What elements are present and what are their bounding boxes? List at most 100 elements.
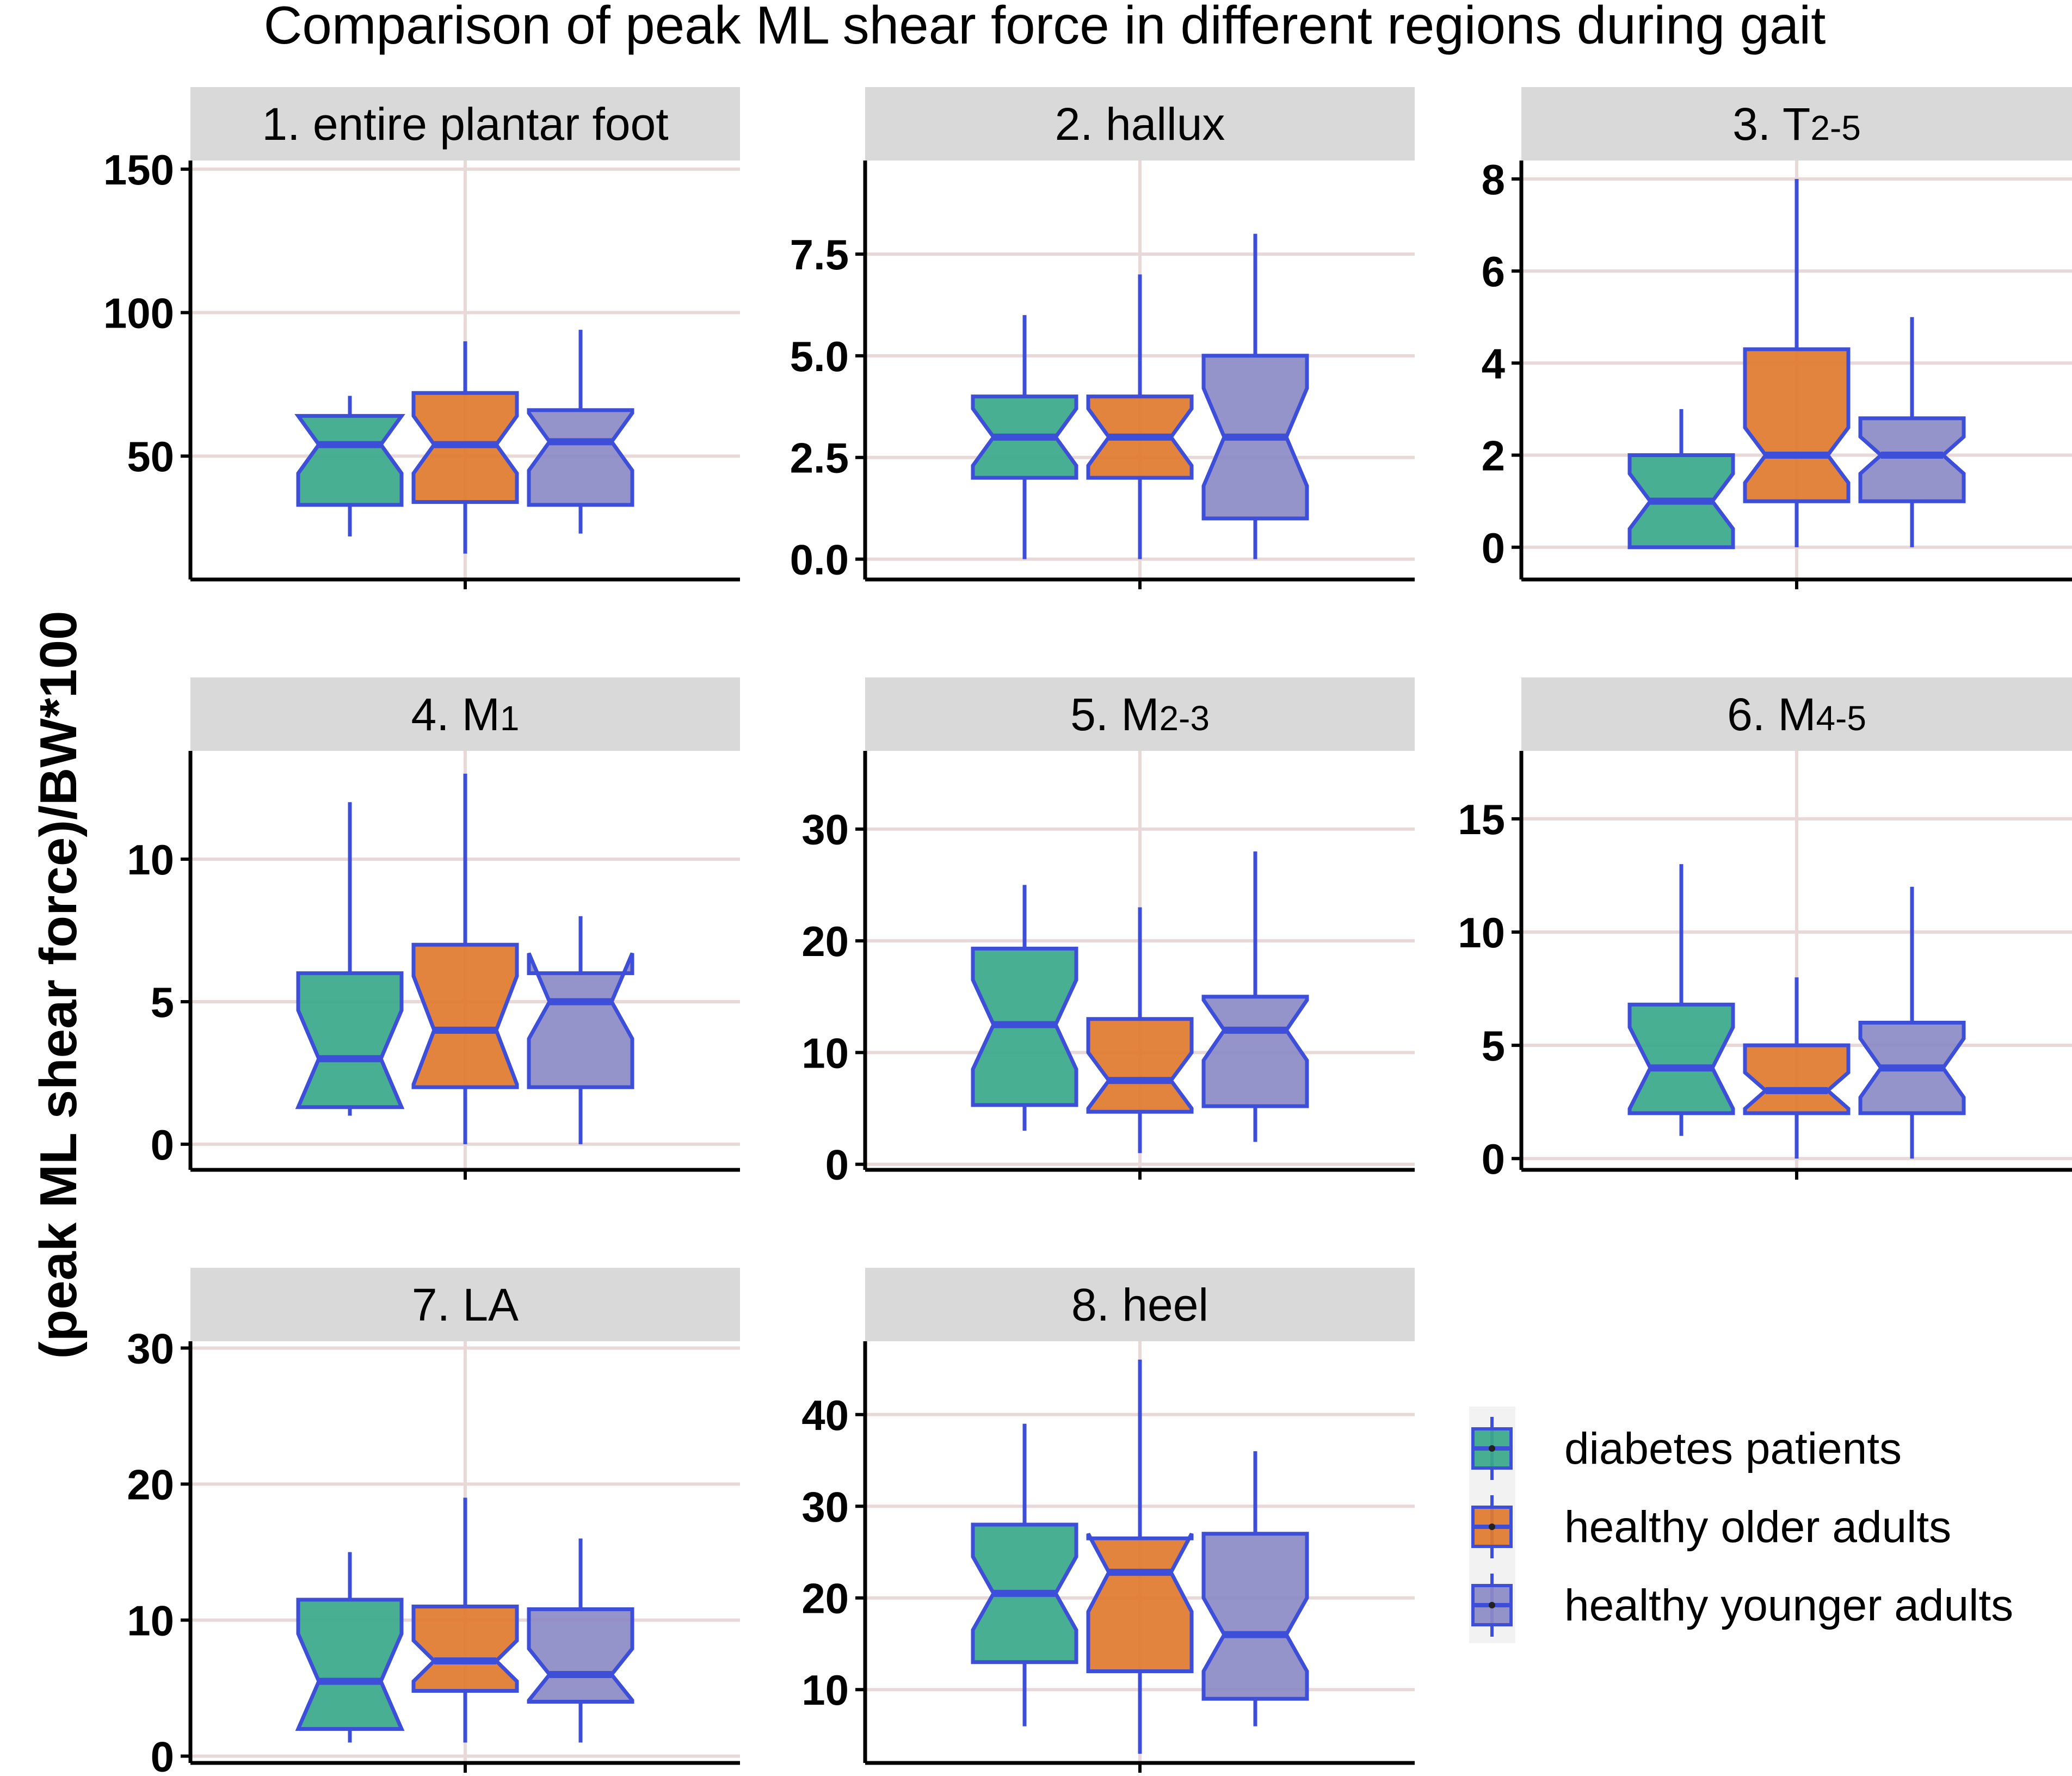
box-healthy-older-adults bbox=[1743, 178, 1851, 547]
box-body bbox=[527, 952, 634, 1089]
y-tick-label: 0.0 bbox=[790, 536, 849, 584]
box-body bbox=[1858, 416, 1966, 503]
box-healthy-older-adults bbox=[411, 341, 519, 554]
box-body bbox=[411, 942, 519, 1089]
y-tick-label: 10 bbox=[127, 1597, 174, 1645]
panel-title-subscript: 4-5 bbox=[1816, 699, 1866, 738]
box-healthy-older-adults bbox=[1086, 1359, 1194, 1754]
panel-strip bbox=[190, 677, 740, 751]
box-diabetes-patients bbox=[295, 802, 405, 1116]
y-tick-label: 15 bbox=[1458, 795, 1505, 843]
legend-item: diabetes patients bbox=[1471, 1417, 1902, 1480]
box-body bbox=[1201, 1532, 1309, 1701]
panel-title: 6. M4-5 bbox=[1727, 689, 1866, 740]
box-healthy-younger-adults bbox=[527, 330, 634, 534]
box-diabetes-patients bbox=[1627, 864, 1735, 1136]
box-healthy-younger-adults bbox=[1201, 851, 1309, 1142]
box-body bbox=[1743, 1043, 1851, 1115]
y-tick-label: 0 bbox=[151, 1121, 174, 1169]
legend-label: healthy younger adults bbox=[1564, 1581, 2013, 1630]
y-tick-label: 5 bbox=[1482, 1022, 1505, 1070]
y-tick-label: 7.5 bbox=[790, 231, 849, 279]
y-tick-label: 8 bbox=[1482, 156, 1505, 203]
y-tick-label: 5.0 bbox=[790, 332, 849, 380]
box-healthy-older-adults bbox=[411, 1497, 519, 1743]
box-body bbox=[1086, 1017, 1194, 1114]
panel-strip bbox=[190, 1268, 740, 1341]
box-healthy-younger-adults bbox=[1201, 1451, 1309, 1726]
panel-title-main: 4. M bbox=[411, 689, 500, 740]
panel-title: 5. M2-3 bbox=[1070, 689, 1210, 740]
y-tick-label: 30 bbox=[801, 806, 849, 854]
y-tick-label: 20 bbox=[801, 917, 849, 965]
box-healthy-younger-adults bbox=[1858, 886, 1966, 1159]
box-body bbox=[1627, 1002, 1735, 1115]
y-tick-label: 0 bbox=[1482, 1135, 1505, 1183]
y-tick-label: 0 bbox=[1482, 524, 1505, 572]
legend-dot bbox=[1489, 1445, 1495, 1452]
box-diabetes-patients bbox=[971, 1423, 1078, 1726]
panel-title-main: 8. heel bbox=[1071, 1279, 1208, 1330]
y-tick-label: 6 bbox=[1482, 248, 1505, 295]
box-body bbox=[294, 414, 405, 507]
box-diabetes-patients bbox=[295, 1552, 405, 1743]
panel-title-subscript: 1 bbox=[500, 699, 520, 738]
y-tick-label: 10 bbox=[801, 1029, 849, 1077]
panel-2: 2. hallux 0.0 2.5 5.0 7.5 bbox=[790, 87, 1415, 589]
box-body bbox=[527, 408, 634, 507]
legend: diabetes patients healthy older adults hea… bbox=[1469, 1407, 2013, 1643]
panel-title-main: 7. LA bbox=[412, 1279, 519, 1330]
box-healthy-younger-adults bbox=[527, 1538, 634, 1743]
box-body bbox=[1086, 1533, 1194, 1673]
box-diabetes-patients bbox=[971, 315, 1078, 559]
box-body bbox=[295, 1598, 405, 1731]
box-body bbox=[411, 1605, 519, 1693]
y-tick-label: 10 bbox=[127, 836, 174, 884]
box-healthy-younger-adults bbox=[1858, 317, 1966, 547]
box-healthy-younger-adults bbox=[527, 916, 634, 1144]
panel-strip bbox=[1521, 87, 2072, 161]
panel-title: 3. T2-5 bbox=[1732, 98, 1861, 150]
box-diabetes-patients bbox=[1627, 409, 1735, 550]
panel-strip bbox=[865, 677, 1415, 751]
panel-title: 2. hallux bbox=[1055, 98, 1225, 150]
y-tick-label: 2 bbox=[1482, 432, 1505, 480]
legend-item: healthy older adults bbox=[1471, 1495, 1951, 1558]
y-tick-label: 0 bbox=[151, 1733, 174, 1776]
y-tick-label: 10 bbox=[1458, 909, 1505, 957]
legend-dot bbox=[1489, 1602, 1495, 1608]
box-healthy-older-adults bbox=[1743, 977, 1851, 1159]
box-diabetes-patients bbox=[294, 396, 405, 536]
legend-label: healthy older adults bbox=[1564, 1502, 1951, 1552]
panel-title-main: 5. M bbox=[1070, 689, 1159, 740]
box-body bbox=[1743, 347, 1851, 503]
legend-item: healthy younger adults bbox=[1471, 1574, 2013, 1637]
y-tick-label: 150 bbox=[103, 146, 174, 194]
panel-strip bbox=[190, 87, 740, 161]
panel-title: 8. heel bbox=[1071, 1279, 1208, 1330]
box-body bbox=[1201, 995, 1309, 1108]
panel-title: 4. M1 bbox=[411, 689, 520, 740]
box-healthy-older-adults bbox=[1086, 907, 1194, 1154]
y-tick-label: 40 bbox=[801, 1391, 849, 1439]
y-tick-label: 5 bbox=[151, 978, 174, 1026]
box-diabetes-patients bbox=[971, 885, 1078, 1131]
panel-title-main: 2. hallux bbox=[1055, 98, 1225, 150]
y-tick-label: 30 bbox=[801, 1483, 849, 1531]
y-tick-label: 4 bbox=[1482, 340, 1505, 387]
panel-7: 7. LA 0 10 20 30 bbox=[127, 1268, 740, 1776]
y-tick-label: 100 bbox=[103, 289, 174, 337]
legend-dot bbox=[1489, 1524, 1495, 1530]
chart-title: Comparison of peak ML shear force in dif… bbox=[264, 0, 1826, 55]
panel-title-main: 3. T bbox=[1732, 98, 1810, 150]
panel-8: 8. heel 10 20 30 40 bbox=[801, 1268, 1415, 1773]
y-tick-label: 50 bbox=[127, 433, 174, 480]
y-tick-label: 20 bbox=[127, 1461, 174, 1509]
panel-strip bbox=[865, 87, 1415, 161]
panel-5: 5. M2-3 0 10 20 30 bbox=[801, 677, 1415, 1189]
panel-title-subscript: 2-3 bbox=[1159, 699, 1210, 738]
box-body bbox=[527, 1607, 634, 1704]
box-healthy-older-adults bbox=[411, 773, 519, 1144]
